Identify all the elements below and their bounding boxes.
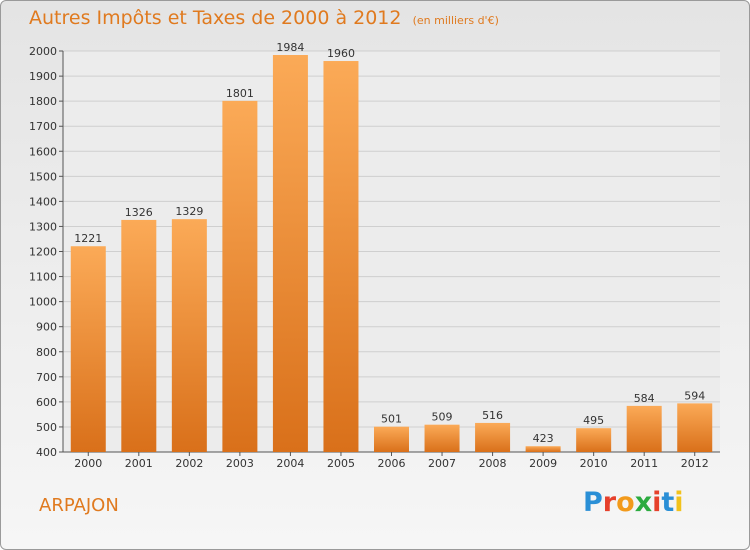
data-label-2006: 501	[381, 413, 402, 426]
y-tick-label: 800	[36, 346, 57, 359]
bar-2003	[222, 100, 258, 452]
y-tick-label: 1500	[29, 170, 57, 183]
data-label-2012: 594	[684, 389, 705, 402]
y-tick-label: 700	[36, 371, 57, 384]
x-tick-label-2009: 2009	[529, 457, 557, 470]
data-label-2003: 1801	[226, 87, 254, 100]
bar-2008	[475, 422, 511, 452]
x-tick-label-2005: 2005	[327, 457, 355, 470]
proxiti-logo-icon: Proxiti	[583, 487, 684, 518]
data-label-2011: 584	[634, 392, 655, 405]
bar-2005	[323, 61, 359, 453]
bar-2012	[677, 403, 713, 452]
y-tick-label: 1200	[29, 246, 57, 259]
chart-title-block: Autres Impôts et Taxes de 2000 à 2012 (e…	[29, 7, 499, 29]
y-tick-label: 1800	[29, 95, 57, 108]
y-tick-label: 1600	[29, 145, 57, 158]
data-label-2009: 423	[533, 432, 554, 445]
bar-2001	[121, 219, 157, 452]
x-tick-label-2006: 2006	[378, 457, 406, 470]
y-tick-label: 1700	[29, 120, 57, 133]
y-tick-label: 600	[36, 396, 57, 409]
x-tick-label-2007: 2007	[428, 457, 456, 470]
x-tick-label-2002: 2002	[175, 457, 203, 470]
data-label-2001: 1326	[125, 206, 153, 219]
y-tick-label: 1300	[29, 220, 57, 233]
y-tick-label: 1900	[29, 70, 57, 83]
y-tick-label: 900	[36, 321, 57, 334]
bar-2011	[626, 405, 662, 452]
bar-2004	[272, 55, 308, 452]
x-tick-label-2011: 2011	[630, 457, 658, 470]
x-tick-label-2012: 2012	[681, 457, 709, 470]
bar-2006	[374, 426, 409, 452]
x-tick-label-2001: 2001	[125, 457, 153, 470]
bar-2007	[424, 424, 460, 452]
data-label-2010: 495	[583, 414, 604, 427]
data-label-2000: 1221	[74, 232, 102, 245]
x-tick-label-2008: 2008	[479, 457, 507, 470]
bar-2002	[171, 219, 207, 452]
city-name: ARPAJON	[39, 495, 119, 516]
x-tick-label-2004: 2004	[276, 457, 304, 470]
y-tick-label: 2000	[29, 45, 57, 58]
bar-2000	[70, 246, 106, 452]
bar-2010	[576, 428, 612, 452]
data-label-2004: 1984	[276, 41, 304, 54]
chart-title: Autres Impôts et Taxes de 2000 à 2012	[29, 7, 402, 29]
data-label-2008: 516	[482, 409, 503, 422]
chart-subtitle: (en milliers d'€)	[412, 14, 499, 27]
x-tick-label-2010: 2010	[580, 457, 608, 470]
y-tick-label: 1100	[29, 271, 57, 284]
bar-2009	[525, 446, 561, 452]
data-label-2002: 1329	[175, 205, 203, 218]
y-tick-label: 1400	[29, 195, 57, 208]
y-tick-label: 400	[36, 446, 57, 459]
data-label-2007: 509	[432, 411, 453, 424]
y-tick-label: 1000	[29, 296, 57, 309]
y-tick-label: 500	[36, 421, 57, 434]
x-tick-label-2000: 2000	[74, 457, 102, 470]
data-label-2005: 1960	[327, 47, 355, 60]
x-tick-label-2003: 2003	[226, 457, 254, 470]
